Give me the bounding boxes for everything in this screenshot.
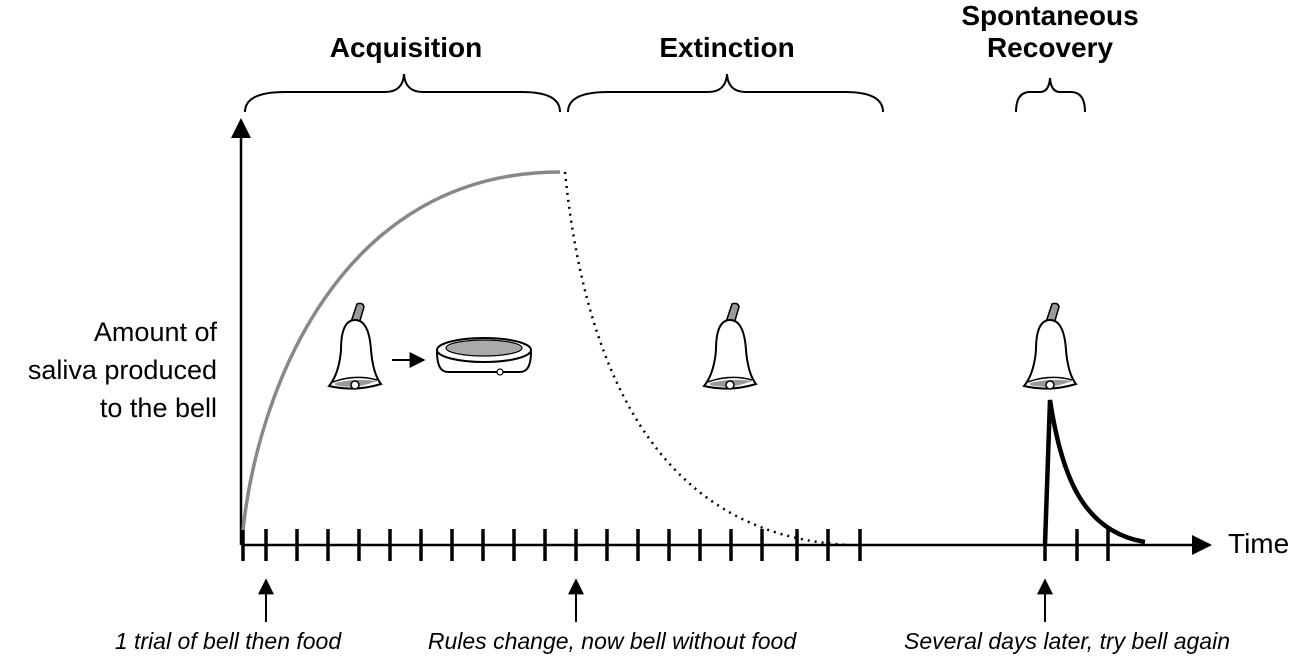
ticks: [241, 529, 1110, 561]
y-axis-label: saliva produced: [28, 355, 217, 385]
brace: [567, 73, 884, 113]
annotation: 1 trial of bell then food: [115, 628, 343, 654]
brace: [244, 73, 561, 113]
x-axis-label: Time: [1228, 528, 1289, 559]
annotation: Several days later, try bell again: [904, 628, 1230, 654]
extinction-curve: [563, 171, 851, 547]
y-axis-label: to the bell: [100, 393, 217, 423]
food-bowl-icon: [435, 337, 533, 376]
phase-label: Spontaneous: [961, 0, 1138, 31]
phase-label: Recovery: [987, 32, 1114, 63]
acquisition-curve: [241, 170, 561, 531]
phase-label: Acquisition: [330, 32, 482, 63]
braces: [244, 73, 1086, 113]
y-axis-label: Amount of: [94, 317, 218, 347]
recovery-curve: [1042, 399, 1146, 546]
bell-icon: [1023, 302, 1077, 390]
bell-icon: [703, 302, 757, 390]
brace: [1015, 77, 1086, 113]
bell-icon: [328, 302, 382, 390]
annotation: Rules change, now bell without food: [428, 628, 797, 654]
phase-label: Extinction: [659, 32, 794, 63]
